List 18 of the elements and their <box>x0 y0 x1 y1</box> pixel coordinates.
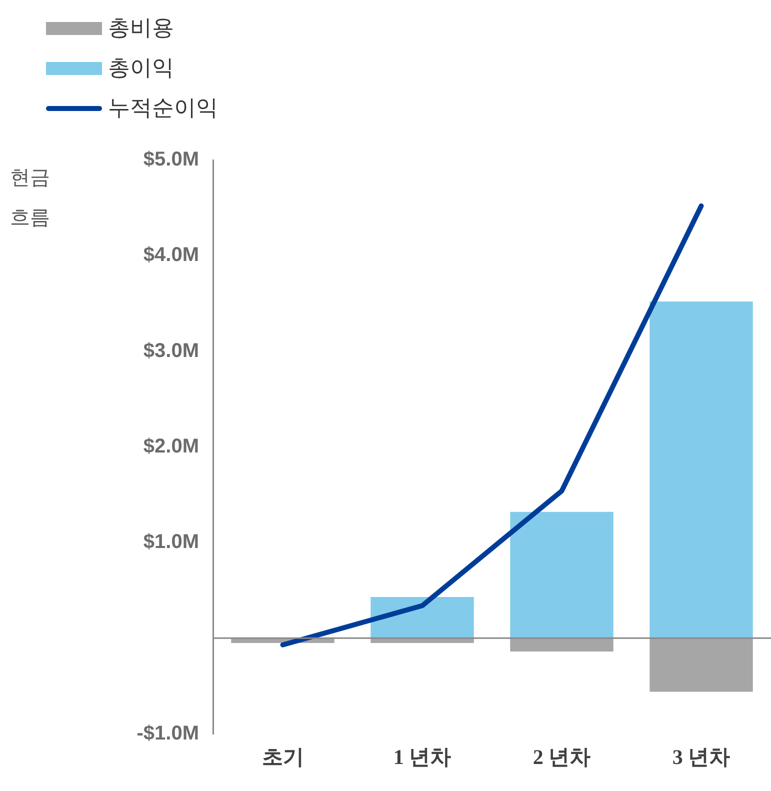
x-tick-label: 2 년차 <box>532 744 591 769</box>
legend-label: 총비용 <box>108 14 174 42</box>
x-tick-label: 1 년차 <box>393 744 452 769</box>
y-tick-label: $5.0M <box>143 148 199 171</box>
y-tick-label: -$1.0M <box>136 722 199 744</box>
bar <box>650 638 753 692</box>
legend-label: 누적순이익 <box>108 94 218 122</box>
x-tick-label: 3 년차 <box>672 744 730 769</box>
bar <box>510 638 614 652</box>
bar <box>650 302 753 638</box>
y-tick-label: $4.0M <box>143 244 199 266</box>
y-axis-title: 현금 흐름 <box>10 166 51 231</box>
legend-label: 총이익 <box>108 54 174 82</box>
y-tick-label: $2.0M <box>143 435 199 458</box>
y-tick-label: $1.0M <box>143 531 199 554</box>
x-tick-label: 초기 <box>262 744 304 769</box>
y-tick-label: $3.0M <box>143 340 199 362</box>
bar <box>510 512 614 638</box>
